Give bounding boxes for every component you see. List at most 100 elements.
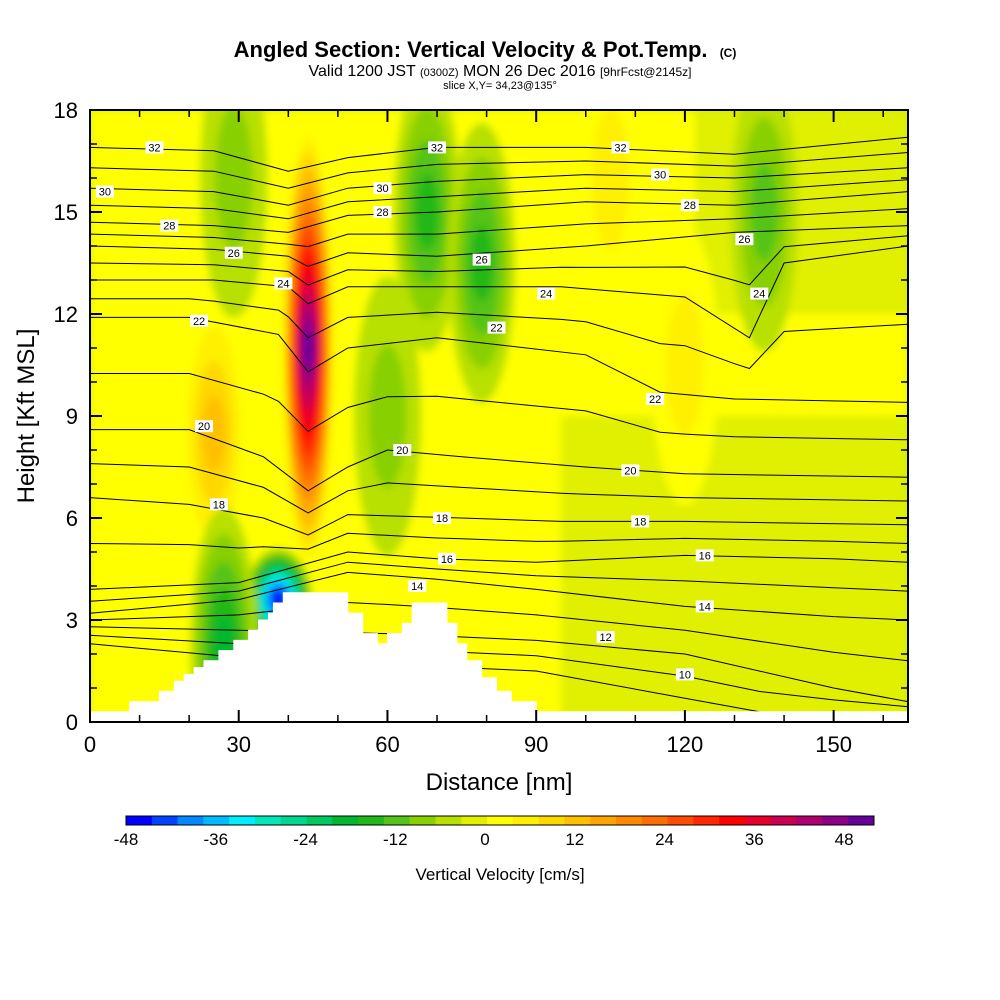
x-tick-label-30: 30	[226, 732, 250, 757]
theta-label-text: 22	[193, 316, 205, 328]
theta-label-16-1: 16	[695, 549, 714, 562]
colorbar-swatch-28	[848, 816, 875, 825]
theta-contour-24	[90, 245, 908, 339]
theta-contour-12	[90, 626, 908, 703]
colorbar-swatch-3	[203, 816, 230, 825]
colorbar-tick-label-36: 36	[745, 830, 764, 849]
theta-label-text: 16	[699, 550, 711, 562]
x-axis-label: Distance [nm]	[426, 769, 573, 796]
theta-label-30-1: 30	[373, 182, 392, 195]
theta-label-text: 32	[614, 142, 626, 154]
colorbar-tick-label--24: -24	[293, 830, 318, 849]
slice-info: slice X,Y= 34,23@135°	[443, 80, 557, 92]
theta-label-text: 28	[376, 207, 388, 219]
colorbar-swatch-24	[745, 816, 772, 825]
y-tick-label-3: 3	[66, 608, 78, 633]
colorbar-swatch-23	[719, 816, 746, 825]
theta-contour-27	[90, 208, 908, 248]
theta-label-text: 30	[376, 183, 388, 195]
theta-label-text: 22	[490, 323, 502, 335]
theta-label-20-1: 20	[393, 444, 412, 457]
x-tick-label-90: 90	[524, 732, 548, 757]
colorbar-tick-label--36: -36	[203, 830, 228, 849]
colorbar-swatch-12	[435, 816, 462, 825]
theta-label-12-0: 12	[596, 631, 615, 644]
colorbar-swatch-11	[409, 816, 437, 825]
theta-contour-21	[90, 373, 908, 441]
chart-subtitle: Valid 1200 JST (0300Z) MON 26 Dec 2016 […	[309, 63, 692, 80]
colorbar-label: Vertical Velocity [cm/s]	[415, 865, 584, 884]
theta-label-24-2: 24	[750, 287, 769, 301]
theta-label-text: 18	[436, 513, 448, 525]
colorbar-swatch-6	[280, 816, 308, 825]
theta-label-text: 32	[431, 142, 443, 154]
colorbar-tick-label-48: 48	[835, 830, 854, 849]
colorbar-tick-label-0: 0	[480, 830, 489, 849]
theta-contour-22	[90, 316, 908, 403]
theta-contour-23	[90, 298, 908, 370]
theta-label-text: 26	[738, 234, 750, 246]
theta-label-24-1: 24	[537, 287, 556, 301]
theta-contour-14	[90, 571, 908, 621]
theta-contour-29	[90, 179, 908, 220]
theta-label-text: 24	[540, 289, 552, 301]
colorbar-swatch-27	[822, 816, 849, 825]
theta-contour-16	[90, 551, 908, 590]
theta-label-28-2: 28	[680, 199, 699, 212]
colorbar-tick-label--12: -12	[383, 830, 408, 849]
theta-label-text: 24	[753, 289, 765, 301]
theta-label-text: 12	[599, 632, 611, 644]
downdraft-core-10	[353, 276, 422, 556]
low-level-weak-subsidence	[560, 416, 908, 722]
valid-time: Valid 1200 JST	[309, 63, 417, 80]
y-tick-label-18: 18	[54, 98, 78, 123]
theta-label-text: 28	[163, 221, 175, 233]
theta-label-14-0: 14	[408, 580, 427, 593]
colorbar-swatch-17	[564, 816, 591, 825]
downdraft-core-8	[200, 110, 268, 318]
colorbar-tick-label-12: 12	[565, 830, 584, 849]
colorbar-swatch-7	[306, 816, 333, 825]
theta-contour-25	[90, 235, 908, 286]
theta-label-20-2: 20	[621, 464, 640, 477]
theta-label-28-0: 28	[160, 219, 179, 233]
theta-label-text: 30	[99, 187, 111, 199]
valid-date: MON 26 Dec 2016	[463, 63, 596, 80]
valid-utc: (0300Z)	[420, 67, 459, 79]
colorbar-swatch-13	[461, 816, 488, 825]
theta-contour-17	[90, 532, 908, 550]
colorbar-swatch-16	[538, 816, 565, 825]
colorbar-frame	[125, 815, 875, 826]
y-tick-label-15: 15	[54, 200, 78, 225]
colorbar-swatch-8	[332, 816, 359, 825]
theta-contour-30	[90, 167, 908, 206]
theta-label-text: 24	[277, 278, 289, 290]
theta-label-text: 26	[476, 255, 488, 267]
theta-label-text: 26	[228, 248, 240, 260]
theta-label-text: 28	[684, 200, 696, 212]
x-tick-label-60: 60	[375, 732, 399, 757]
y-axis-label: Height [Kft MSL]	[13, 329, 40, 504]
chart-title-copyright: (C)	[720, 46, 737, 60]
theta-label-24-0: 24	[274, 277, 293, 290]
theta-label-30-0: 30	[95, 185, 114, 199]
theta-label-text: 20	[624, 465, 636, 477]
theta-label-text: 18	[213, 499, 225, 511]
updraft-core-0	[281, 123, 335, 573]
colorbar-swatch-19	[616, 816, 643, 825]
theta-label-28-1: 28	[373, 206, 392, 219]
theta-contour-28	[90, 191, 908, 233]
theta-label-text: 32	[148, 142, 160, 154]
theta-label-20-0: 20	[195, 420, 214, 433]
theta-label-22-0: 22	[190, 314, 209, 328]
theta-label-10-0: 10	[675, 668, 694, 681]
colorbar: -48 -36 -24 -12 0 12 24 36 48	[114, 815, 875, 849]
theta-label-18-1: 18	[432, 512, 451, 525]
colorbar-tick-label--48: -48	[114, 830, 139, 849]
theta-label-22-1: 22	[487, 321, 506, 335]
colorbar-swatch-2	[177, 816, 204, 825]
colorbar-swatch-1	[151, 816, 179, 825]
colorbar-swatch-0	[126, 816, 153, 825]
terrain	[90, 592, 908, 722]
updraft-core-1	[180, 293, 248, 573]
